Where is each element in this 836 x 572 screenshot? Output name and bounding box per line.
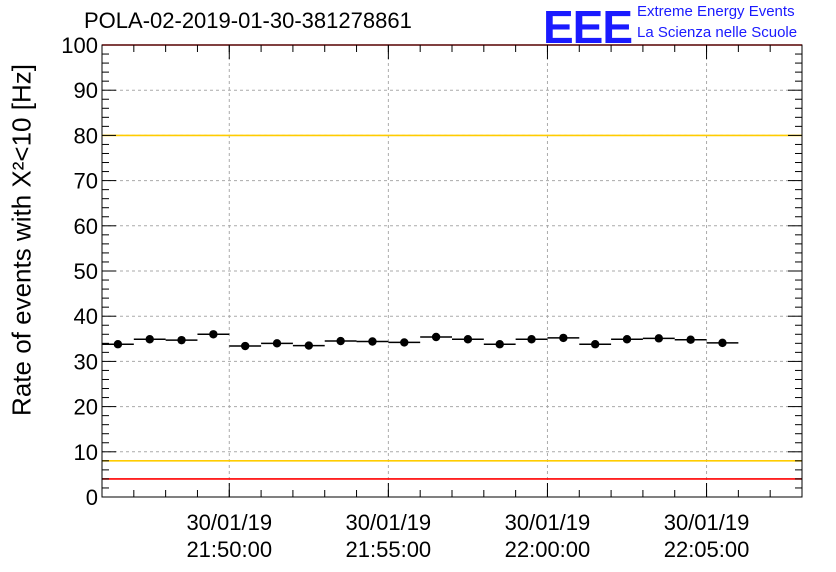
tick-labels: 010203040506070809010030/01/1921:50:0030…: [61, 33, 749, 562]
data-point: [145, 335, 154, 344]
data-point: [431, 332, 441, 342]
y-tick-label: 40: [74, 304, 98, 329]
y-tick-label: 90: [74, 78, 98, 103]
y-tick-label: 60: [74, 214, 98, 239]
y-tick-label: 80: [74, 123, 98, 148]
data-point: [272, 339, 282, 348]
y-tick-label: 10: [74, 440, 98, 465]
data-point: [718, 338, 727, 348]
y-tick-label: 70: [74, 169, 98, 194]
data-point: [686, 335, 695, 344]
grid: [102, 45, 802, 497]
x-tick-label-date: 30/01/19: [664, 510, 750, 535]
data-point: [590, 340, 600, 349]
data-point: [527, 335, 536, 344]
data-point: [336, 336, 345, 346]
x-tick-label-time: 21:55:00: [346, 537, 432, 562]
data-point: [113, 340, 123, 349]
chart-title: POLA-02-2019-01-30-381278861: [84, 8, 412, 33]
y-tick-label: 20: [74, 395, 98, 420]
y-axis-label-text: Rate of events with X²<10 [Hz]: [6, 64, 37, 416]
eee-logo: EEE: [543, 1, 633, 53]
x-tick-label-date: 30/01/19: [346, 510, 432, 535]
data-point: [177, 335, 186, 345]
data-point: [463, 335, 473, 344]
x-tick-label-time: 21:50:00: [186, 537, 272, 562]
x-tick-label-date: 30/01/19: [186, 510, 272, 535]
reference-lines: [102, 44, 802, 480]
axis-ticks: [101, 44, 803, 498]
data-points: [102, 330, 739, 351]
y-tick-label: 50: [74, 259, 98, 284]
data-point: [368, 337, 377, 346]
x-tick-label-date: 30/01/19: [505, 510, 591, 535]
data-point: [304, 341, 314, 350]
y-axis-label: Rate of events with X²<10 [Hz]: [7, 64, 38, 416]
y-tick-label: 30: [74, 349, 98, 374]
data-point: [622, 335, 632, 344]
logo-line-1: Extreme Energy Events: [637, 3, 795, 20]
x-tick-label-time: 22:00:00: [505, 537, 591, 562]
data-point: [240, 341, 250, 351]
logo-line-2: La Scienza nelle Scuole: [637, 24, 798, 41]
x-tick-label-time: 22:05:00: [664, 537, 750, 562]
data-point: [559, 333, 568, 343]
data-point: [495, 340, 504, 349]
data-point: [209, 330, 218, 339]
y-tick-label: 0: [86, 485, 98, 510]
data-point: [400, 338, 409, 347]
y-tick-label: 100: [61, 33, 98, 58]
data-point: [654, 334, 664, 343]
